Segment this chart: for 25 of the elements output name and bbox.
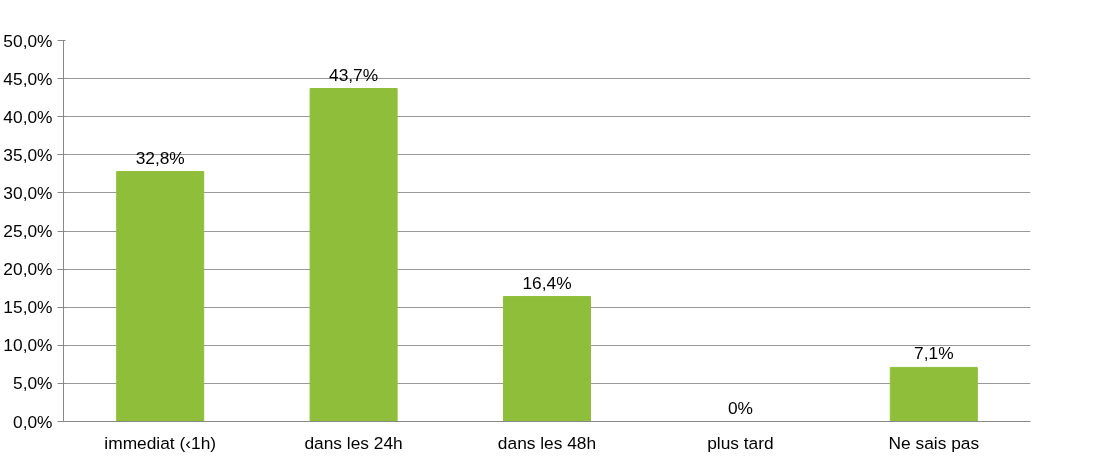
- bar: [889, 366, 978, 422]
- y-tick-label: 40,0%: [3, 106, 53, 127]
- x-tick-label: dans les 24h: [304, 432, 403, 453]
- y-tick-label: 5,0%: [13, 373, 53, 394]
- x-tick-label: plus tard: [707, 432, 774, 453]
- x-tick-label: immediat (‹1h): [104, 432, 217, 453]
- y-tick-label: 15,0%: [3, 297, 53, 318]
- y-tick-label: 50,0%: [3, 30, 53, 51]
- y-tick-label: 45,0%: [3, 68, 53, 89]
- y-tick-label: 20,0%: [3, 259, 53, 280]
- y-tick-label: 30,0%: [3, 182, 53, 203]
- data-label: 0%: [727, 397, 753, 418]
- y-tick-label: 35,0%: [3, 144, 53, 165]
- bar: [116, 171, 205, 422]
- data-label: 16,4%: [522, 272, 572, 293]
- y-tick-label: 10,0%: [3, 335, 53, 356]
- bar: [502, 296, 592, 422]
- bar: [309, 88, 398, 422]
- data-label: 43,7%: [329, 64, 379, 85]
- x-tick-label: Ne sais pas: [888, 432, 980, 453]
- data-label: 32,8%: [135, 147, 185, 168]
- data-label: 7,1%: [914, 343, 954, 364]
- y-tick-label: 0,0%: [13, 411, 53, 432]
- x-tick-label: dans les 48h: [497, 432, 597, 453]
- y-tick-label: 25,0%: [3, 221, 53, 241]
